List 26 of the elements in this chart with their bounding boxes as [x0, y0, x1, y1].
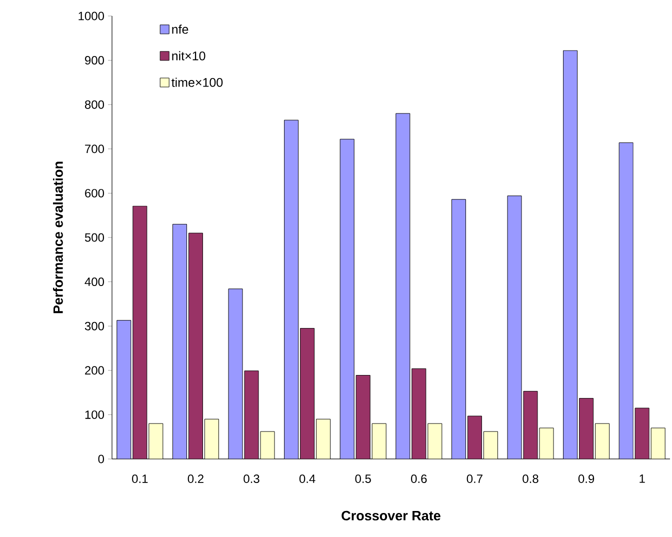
x-tick-label: 0.2: [188, 474, 204, 484]
legend-label: nit×10: [172, 51, 206, 60]
x-tick-label: 0.4: [299, 474, 316, 484]
y-tick-label: 1000: [78, 12, 104, 20]
x-axis-title: Crossover Rate: [342, 510, 440, 520]
y-tick-label: 700: [85, 144, 104, 154]
x-tick-label: 0.6: [411, 474, 427, 484]
y-tick-label: 600: [85, 188, 104, 198]
y-tick-label: 800: [84, 100, 104, 109]
y-axis-title: Performance evaluation: [52, 162, 63, 314]
legend-label: time×100: [172, 78, 223, 87]
y-tick-label: 0: [98, 454, 104, 464]
y-tick-label: 500: [84, 233, 104, 242]
x-tick-label: 0.9: [578, 474, 594, 484]
x-tick-label: 0.5: [355, 474, 371, 484]
x-tick-label: 0.3: [244, 474, 260, 484]
x-tick-label: 0.8: [522, 474, 538, 484]
y-tick-label: 400: [84, 278, 104, 286]
y-tick-label: 200: [85, 366, 104, 375]
y-tick-label: 900: [85, 56, 104, 65]
legend-label: nfe: [172, 24, 188, 34]
y-tick-label: 100: [85, 410, 104, 419]
x-tick-label: 0.7: [466, 474, 482, 484]
x-tick-label: 0.1: [132, 474, 148, 484]
x-tick-label: 1: [640, 474, 645, 483]
y-tick-label: 300: [84, 322, 104, 330]
